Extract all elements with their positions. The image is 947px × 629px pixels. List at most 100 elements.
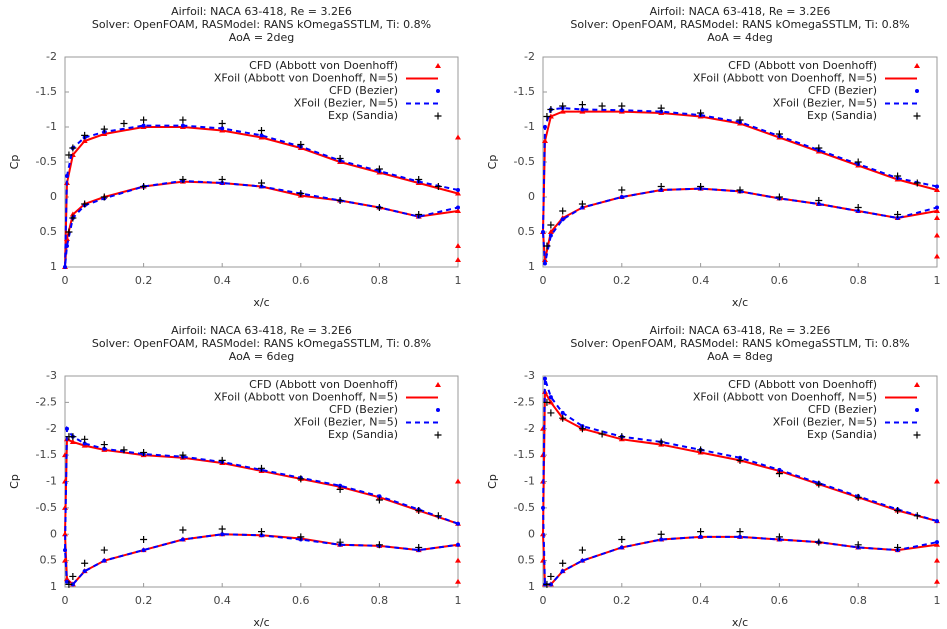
x-tick-label: 1 xyxy=(934,594,941,607)
legend-label: CFD (Abbott von Doenhoff) xyxy=(249,378,398,391)
data-point xyxy=(120,446,128,454)
legend-label: XFoil (Bezier, N=5) xyxy=(773,97,877,110)
y-tick-label: -1.5 xyxy=(36,85,57,98)
data-point xyxy=(598,102,606,110)
data-point xyxy=(258,528,265,536)
data-point xyxy=(455,134,461,140)
data-point xyxy=(543,398,551,406)
data-point xyxy=(81,131,89,139)
data-point xyxy=(415,507,423,515)
data-point xyxy=(140,448,148,456)
y-tick-label: -2 xyxy=(46,50,57,63)
y-tick-label: -1.5 xyxy=(514,448,535,461)
legend-label: CFD (Bezier) xyxy=(808,84,877,97)
data-point xyxy=(140,116,148,124)
legend-label: CFD (Abbott von Doenhoff) xyxy=(728,59,877,72)
data-point xyxy=(218,120,226,127)
data-point xyxy=(736,116,744,124)
series-line xyxy=(541,378,938,586)
data-point xyxy=(338,483,343,488)
y-tick-label: -0.5 xyxy=(36,501,57,514)
x-tick-label: 0.4 xyxy=(692,274,710,287)
subplot: Airfoil: NACA 63-418, Re = 3.2E6Solver: … xyxy=(8,324,462,629)
data-point xyxy=(140,183,148,190)
y-tick-label: -2 xyxy=(524,50,535,63)
data-point xyxy=(618,102,626,110)
data-point xyxy=(559,414,567,422)
data-point xyxy=(657,183,665,190)
legend-marker xyxy=(913,431,921,439)
data-point xyxy=(258,464,265,472)
data-point xyxy=(179,116,187,124)
x-axis-label: x/c xyxy=(253,296,269,309)
data-point xyxy=(455,257,461,262)
data-point xyxy=(578,546,586,554)
x-tick-label: 0.6 xyxy=(771,274,789,287)
y-tick-label: 1 xyxy=(50,580,57,593)
legend-marker xyxy=(435,382,441,387)
data-point xyxy=(934,557,940,563)
data-point xyxy=(559,102,567,110)
y-tick-label: -1.5 xyxy=(514,85,535,98)
data-point xyxy=(415,176,423,183)
data-point xyxy=(543,242,551,250)
data-point xyxy=(297,475,305,483)
data-point xyxy=(336,155,344,162)
data-point xyxy=(815,538,823,546)
legend-marker xyxy=(436,89,440,93)
x-tick-label: 0.4 xyxy=(692,594,710,607)
y-tick-label: 0 xyxy=(50,190,57,203)
chart-title: AoA = 4deg xyxy=(707,31,773,44)
y-tick-label: -0.5 xyxy=(36,155,57,168)
x-tick-label: 0.2 xyxy=(613,274,631,287)
data-point xyxy=(736,456,744,464)
data-point xyxy=(894,507,902,515)
data-point xyxy=(543,113,551,120)
x-tick-label: 0.6 xyxy=(771,594,789,607)
data-point xyxy=(179,526,187,534)
data-point xyxy=(81,559,89,567)
x-tick-label: 0.8 xyxy=(849,274,867,287)
data-point xyxy=(578,101,586,109)
data-point xyxy=(69,144,77,152)
data-point xyxy=(258,179,265,187)
chart-title: Airfoil: NACA 63-418, Re = 3.2E6 xyxy=(650,5,831,18)
x-tick-label: 0 xyxy=(540,274,547,287)
data-point xyxy=(434,512,442,520)
subplot: Airfoil: NACA 63-418, Re = 3.2E6Solver: … xyxy=(486,5,941,309)
data-point xyxy=(455,557,461,563)
plot-frame xyxy=(64,56,459,268)
chart-title: AoA = 8deg xyxy=(707,350,773,363)
data-point xyxy=(775,470,783,478)
data-point xyxy=(543,580,551,588)
data-point xyxy=(218,456,226,464)
data-point xyxy=(935,540,939,545)
data-point xyxy=(598,430,606,438)
data-point xyxy=(258,127,265,134)
x-axis-label: x/c xyxy=(732,296,748,309)
data-point xyxy=(140,536,148,544)
data-point xyxy=(854,541,862,549)
legend-label: Exp (Sandia) xyxy=(807,109,877,122)
data-point xyxy=(69,214,77,222)
data-point xyxy=(657,104,665,112)
data-point xyxy=(375,165,383,173)
data-point xyxy=(69,572,77,580)
x-tick-label: 0.2 xyxy=(613,594,631,607)
data-point xyxy=(375,541,383,549)
y-tick-label: -3 xyxy=(524,369,535,382)
y-tick-label: 0.5 xyxy=(40,225,58,238)
y-tick-label: -1 xyxy=(46,475,57,488)
data-point xyxy=(297,141,305,148)
data-point xyxy=(65,151,73,159)
legend-marker xyxy=(435,63,441,68)
data-point xyxy=(934,478,940,484)
data-point xyxy=(894,211,902,218)
data-point xyxy=(81,435,89,443)
legend-label: XFoil (Abbott von Doenhoff, N=5) xyxy=(214,391,398,404)
chart-title: AoA = 6deg xyxy=(229,350,295,363)
x-tick-label: 1 xyxy=(934,274,941,287)
y-tick-label: 0.5 xyxy=(518,225,536,238)
data-point xyxy=(697,528,705,536)
